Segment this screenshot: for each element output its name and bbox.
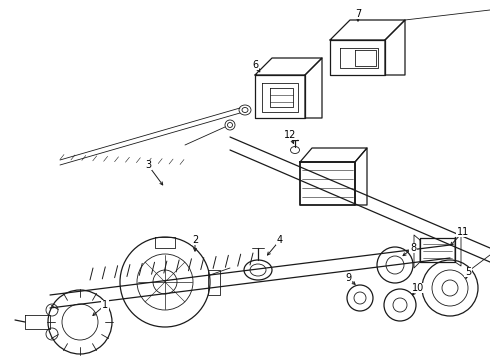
Text: 4: 4 <box>277 235 283 245</box>
Text: 5: 5 <box>465 267 471 277</box>
Text: 3: 3 <box>145 160 151 170</box>
Text: 11: 11 <box>457 227 469 237</box>
Text: 10: 10 <box>412 283 424 293</box>
Text: 8: 8 <box>410 243 416 253</box>
Text: 12: 12 <box>284 130 296 140</box>
Text: 1: 1 <box>102 300 108 310</box>
Text: 9: 9 <box>345 273 351 283</box>
Text: 7: 7 <box>355 9 361 19</box>
Text: 6: 6 <box>252 60 258 70</box>
Text: 2: 2 <box>192 235 198 245</box>
